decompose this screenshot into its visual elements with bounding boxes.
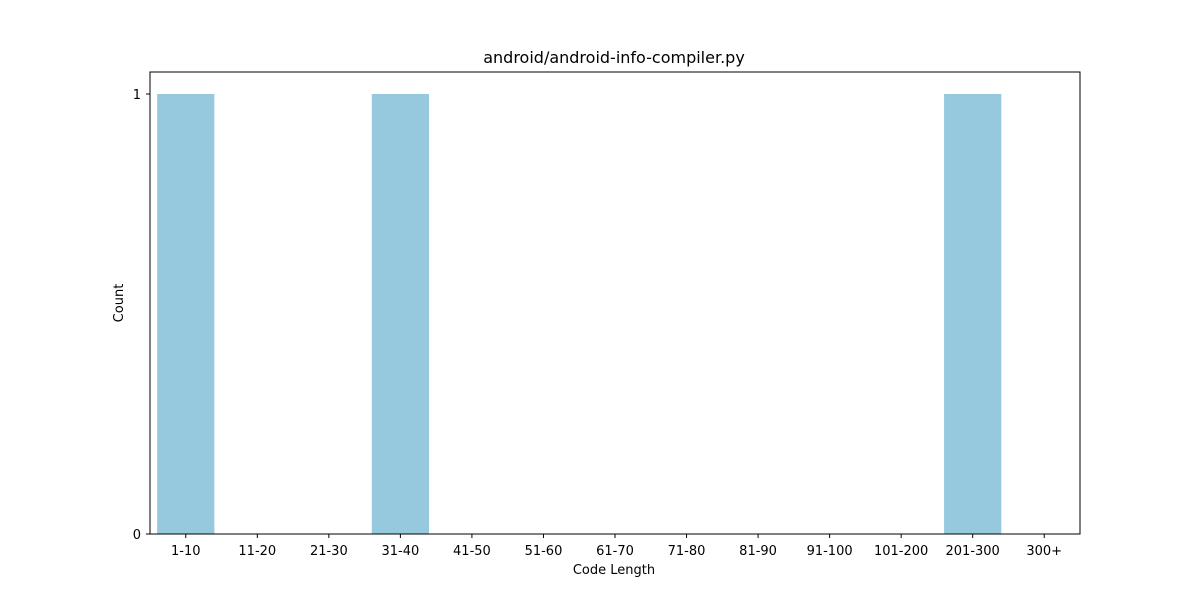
- bar-1-10: [157, 94, 215, 534]
- chart-title: android/android-info-compiler.py: [483, 48, 745, 67]
- y-tick-label: 0: [133, 528, 141, 543]
- x-tick-label: 31-40: [381, 544, 419, 559]
- x-tick-label: 61-70: [596, 544, 634, 559]
- x-tick-label: 81-90: [739, 544, 777, 559]
- y-axis-label: Count: [112, 284, 127, 323]
- x-tick-label: 91-100: [807, 544, 853, 559]
- bar-201-300: [944, 94, 1002, 534]
- x-tick-label: 51-60: [525, 544, 563, 559]
- x-tick-label: 201-300: [946, 544, 1000, 559]
- bars-group: [157, 94, 1002, 534]
- bar-31-40: [371, 94, 429, 534]
- x-axis-label: Code Length: [573, 563, 655, 578]
- x-axis-ticks: 1-10 11-20 21-30 31-40 41-50 51-60 61-70 71-80 8…: [171, 534, 1062, 559]
- y-tick-label: 1: [133, 88, 141, 103]
- x-tick-label: 1-10: [171, 544, 201, 559]
- x-tick-label: 71-80: [668, 544, 706, 559]
- y-axis-ticks: 01: [133, 88, 150, 543]
- x-tick-label: 300+: [1026, 544, 1062, 559]
- x-tick-label: 41-50: [453, 544, 491, 559]
- x-tick-label: 101-200: [874, 544, 928, 559]
- x-tick-label: 21-30: [310, 544, 348, 559]
- x-tick-label: 11-20: [238, 544, 276, 559]
